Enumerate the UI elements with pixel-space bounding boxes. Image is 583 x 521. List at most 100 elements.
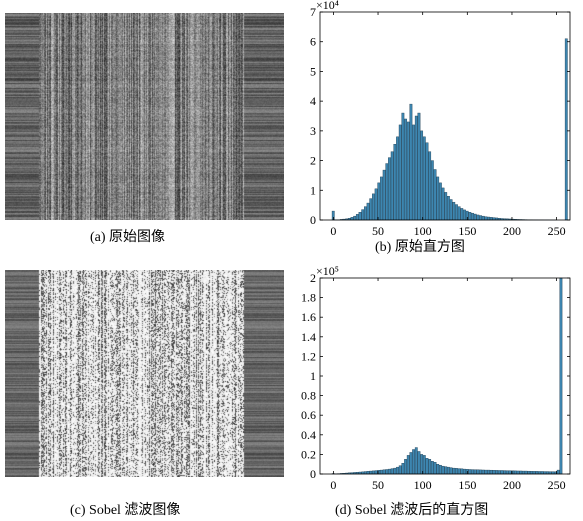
histogram-bar — [438, 182, 442, 221]
histogram-bar — [460, 208, 464, 221]
y-tick-label: 0.8 — [301, 389, 316, 403]
caption-b: (b) 原始直方图 — [375, 240, 465, 255]
histogram-bar — [355, 214, 359, 221]
sobel-image-panel — [5, 270, 284, 477]
histogram-bar — [366, 471, 370, 475]
y-tick-label: 4 — [310, 94, 316, 108]
y-tick-label: 5 — [310, 64, 316, 78]
histogram-bar — [393, 144, 397, 221]
histogram-bar — [385, 163, 389, 221]
histogram-bar — [487, 216, 490, 221]
histogram-bar — [406, 455, 410, 475]
histogram-bar — [369, 470, 373, 475]
x-tick-label: 250 — [548, 478, 566, 492]
histogram-bar — [559, 277, 563, 475]
x-tick-label: 50 — [372, 224, 384, 238]
y-tick-label: 1 — [310, 183, 316, 197]
histogram-bar — [366, 202, 370, 221]
histogram-bar — [396, 136, 399, 221]
x-tick-label: 150 — [458, 478, 476, 492]
y-tick-label: 1.8 — [301, 291, 316, 305]
histogram-bar — [473, 469, 477, 475]
histogram-bar — [388, 157, 391, 221]
histogram-bar — [484, 216, 488, 221]
histogram-bar — [414, 115, 418, 221]
histogram-bar — [374, 188, 378, 221]
histogram-bar — [425, 458, 429, 475]
histogram-bar — [414, 447, 418, 475]
axes-frame — [319, 11, 571, 221]
original-image-panel — [5, 13, 284, 220]
histogram-bar — [457, 206, 461, 221]
y-tick-label: 2 — [310, 271, 316, 285]
histogram-bar — [425, 142, 429, 221]
histogram-bar — [409, 452, 413, 475]
histogram-bar — [455, 204, 458, 221]
histogram-bar — [452, 201, 456, 221]
histogram-bar — [495, 470, 499, 475]
histogram-bar — [430, 160, 434, 221]
x-tick-label: 200 — [503, 224, 521, 238]
histogram-bar — [471, 212, 474, 221]
histogram-bar — [412, 449, 415, 475]
histogram-bar — [350, 217, 354, 221]
histogram-bar — [385, 469, 389, 475]
y-tick-label: 3 — [310, 124, 316, 138]
histogram-bar — [353, 215, 357, 221]
y-tick-label: 1.2 — [301, 349, 316, 363]
histogram-bar — [372, 193, 375, 221]
y-tick-label: 0 — [310, 467, 316, 481]
histogram-bar — [500, 470, 504, 475]
histogram-bar — [516, 470, 520, 475]
histogram-bar — [457, 468, 461, 475]
histogram-bar — [380, 469, 383, 475]
histogram-bar — [430, 461, 434, 475]
histogram-bar — [409, 103, 413, 221]
histogram-bar — [487, 469, 490, 475]
y-tick-label: 1 — [310, 369, 316, 383]
sobel-filtered-image — [5, 270, 284, 477]
histogram-bar — [463, 209, 466, 221]
histogram-bar — [479, 215, 482, 221]
x-tick-label: 100 — [414, 224, 432, 238]
histogram-bar — [374, 470, 378, 475]
x-tick-label: 150 — [458, 224, 476, 238]
histogram-bar — [527, 470, 531, 475]
y-tick-label: 0.2 — [301, 447, 316, 461]
x-tick-label: 50 — [372, 478, 384, 492]
y-tick-label: 0 — [310, 213, 316, 227]
histogram-bar — [417, 112, 421, 221]
caption-d: (d) Sobel 滤波后的直方图 — [335, 503, 489, 518]
histogram-bar — [564, 38, 568, 221]
histogram-bar — [433, 169, 437, 221]
histogram-bar — [438, 464, 442, 475]
histogram-bar — [484, 469, 488, 475]
histogram-bar — [556, 469, 560, 475]
histogram-bar — [417, 451, 421, 475]
y-tick-label: 1.6 — [301, 310, 316, 324]
histogram-bar — [449, 467, 453, 475]
histogram-bar — [436, 463, 440, 475]
histogram-bar — [455, 468, 458, 475]
histogram-bar — [363, 206, 367, 221]
histogram-bar — [530, 471, 533, 475]
histogram-bar — [377, 182, 381, 221]
x-tick-label: 0 — [330, 478, 336, 492]
histogram-bar — [522, 470, 525, 475]
x-tick-label: 200 — [503, 478, 521, 492]
histogram-bar — [422, 136, 426, 221]
histogram-bar — [481, 469, 485, 475]
histogram-bar — [489, 217, 493, 221]
histogram-bar — [468, 212, 472, 221]
histogram-bar — [481, 215, 485, 221]
histogram-bar — [390, 151, 394, 221]
histogram-bar — [460, 468, 464, 475]
histogram-bar — [390, 468, 394, 475]
y-tick-label: 0.6 — [301, 408, 316, 422]
histogram-bar — [476, 214, 480, 221]
histogram-bar — [489, 469, 493, 475]
histogram-bar — [406, 121, 410, 221]
histogram-bar — [388, 468, 391, 475]
histogram-bar — [503, 470, 507, 475]
histogram-bar — [398, 124, 402, 221]
